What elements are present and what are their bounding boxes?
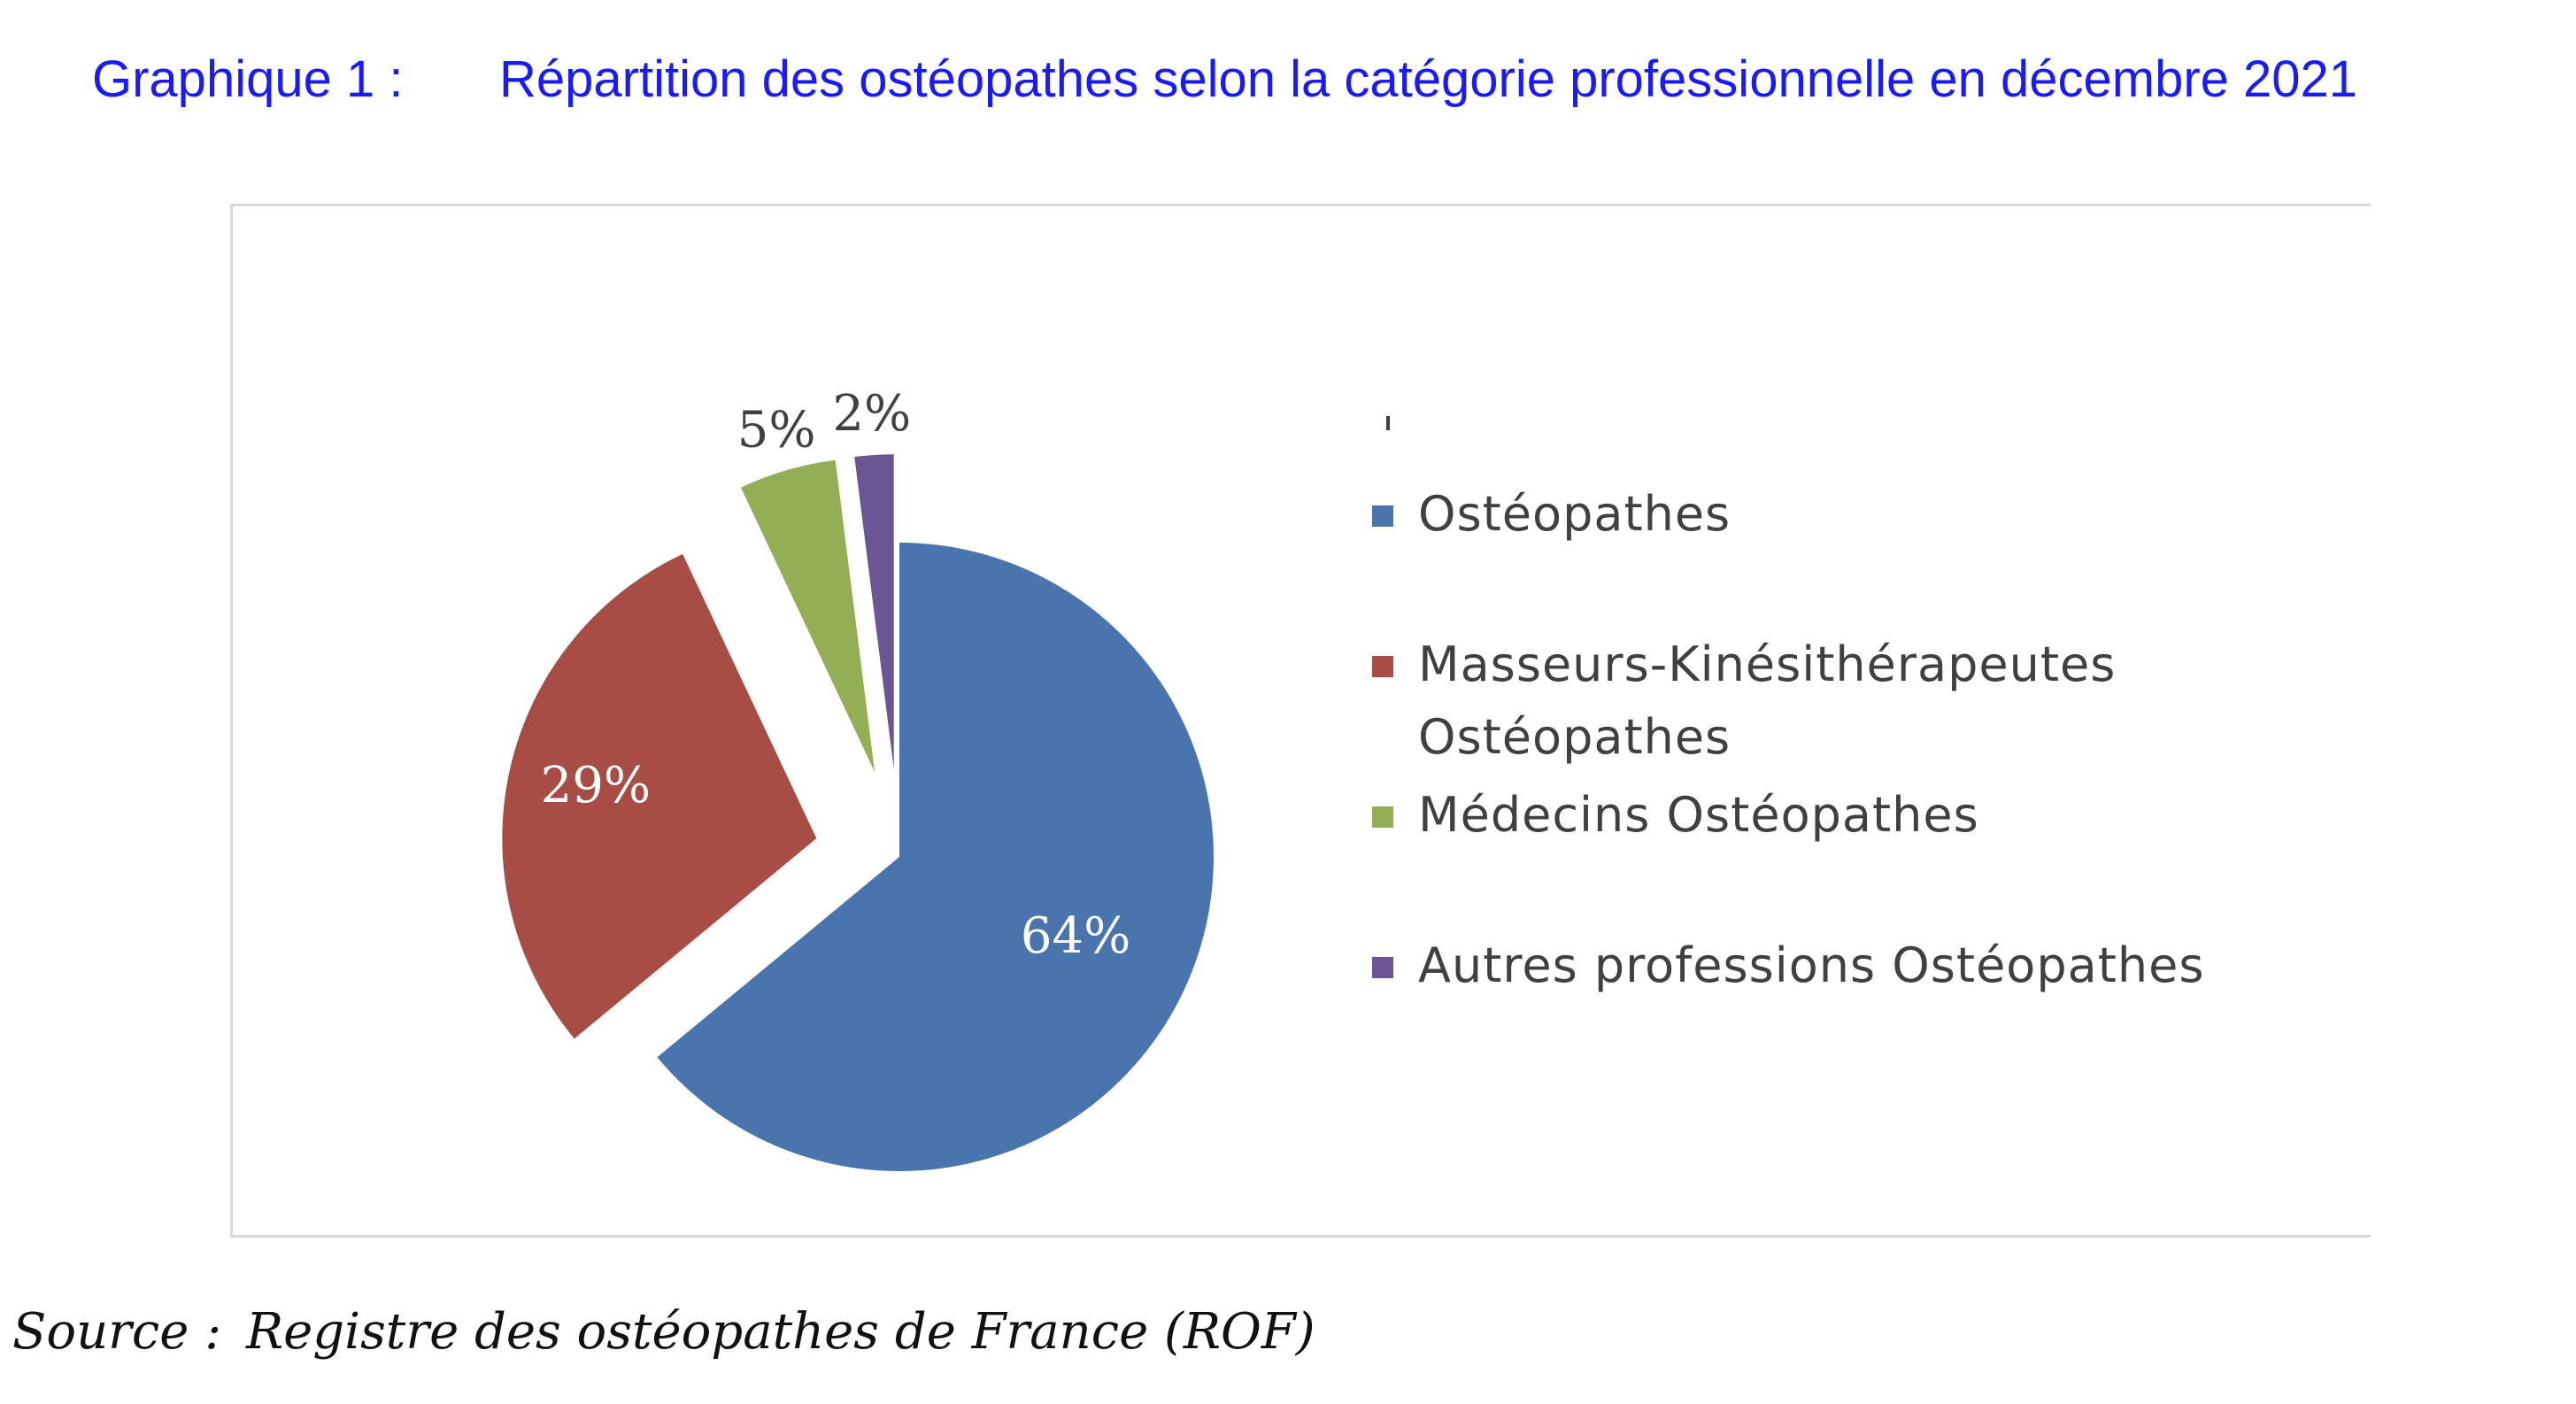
chart-title: Graphique 1 : Répartition des ostéopathes… — [92, 50, 2357, 109]
pie-data-label-2: 29% — [541, 757, 651, 814]
legend-swatch-2 — [1372, 656, 1393, 677]
chart-panel — [230, 204, 2371, 1238]
pie-slice-2 — [502, 553, 817, 1039]
pie-data-label-4: 2% — [832, 385, 911, 443]
legend-label-4: Autres professions Ostéopathes — [1418, 937, 2205, 993]
pie-slice-4 — [854, 454, 894, 769]
pie-slice-3 — [740, 459, 875, 772]
legend-label-2: Masseurs-Kinésithérapeutes Ostéopathes — [1418, 636, 2117, 765]
source-text: Registre des ostéopathes de France (ROF) — [246, 1303, 1315, 1361]
figure-number: Graphique 1 : — [92, 50, 404, 108]
legend-swatch-3 — [1372, 806, 1393, 828]
legend-swatch-4 — [1372, 957, 1393, 978]
legend-swatch-1 — [1372, 505, 1393, 527]
source-note: Source : Registre des ostéopathes de Fran… — [12, 1303, 1315, 1361]
legend-label-1: Ostéopathes — [1418, 486, 1731, 542]
figure-title: Répartition des ostéopathes selon la cat… — [499, 50, 2358, 108]
legend-tick-mark — [1386, 416, 1390, 430]
pie-data-label-3: 5% — [737, 402, 816, 459]
pie-slice-1 — [657, 543, 1214, 1171]
pie-data-label-1: 64% — [1021, 907, 1130, 965]
legend-label-3: Médecins Ostéopathes — [1418, 787, 1979, 843]
source-label: Source : — [12, 1303, 222, 1361]
